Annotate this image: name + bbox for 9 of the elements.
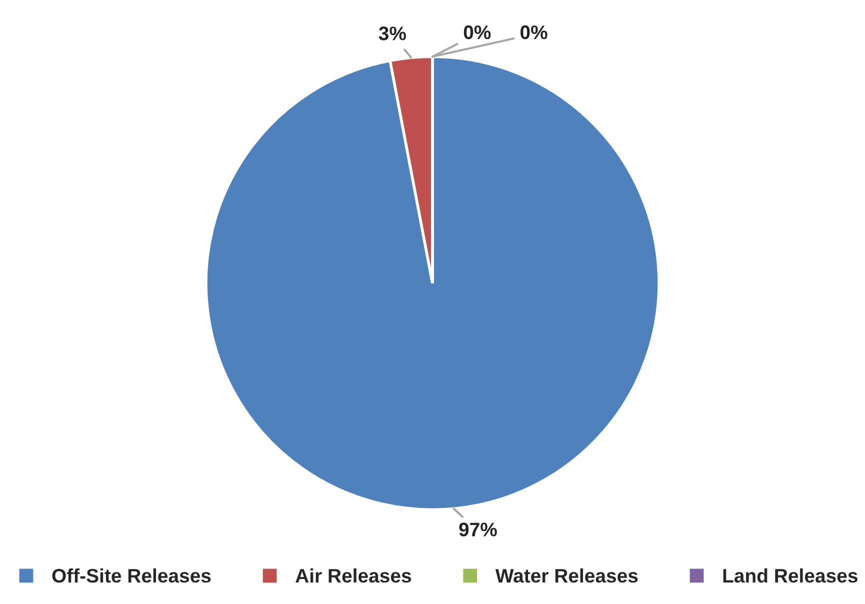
text: 0%	[464, 25, 491, 40]
legend-label: Off-Site Releases	[52, 568, 211, 583]
legend-label: Air Releases	[296, 568, 412, 583]
legend-label: Water Releases	[495, 568, 638, 583]
text: 0%	[520, 25, 548, 40]
data-label: 3%	[378, 26, 406, 40]
pie-slice	[204, 55, 660, 512]
legend-label: Land Releases	[723, 568, 858, 583]
data-label: 97%	[459, 522, 497, 536]
